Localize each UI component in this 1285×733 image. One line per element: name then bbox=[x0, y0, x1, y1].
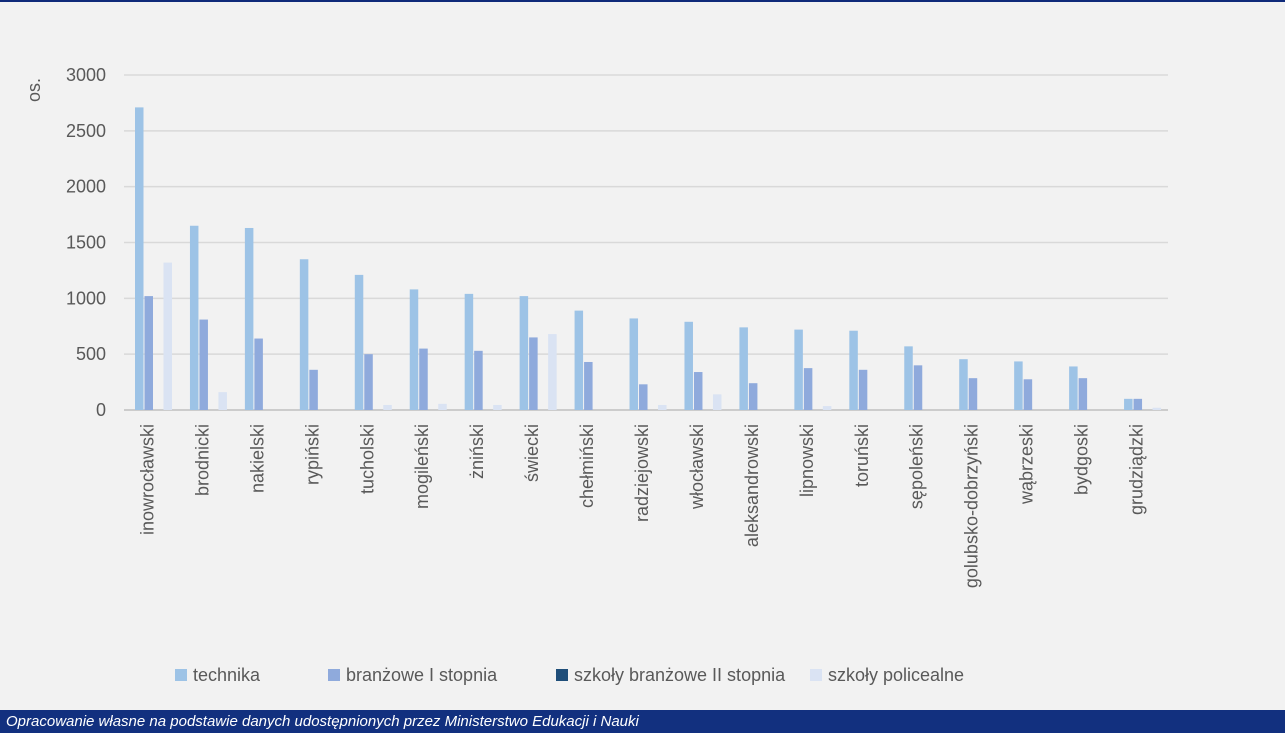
bar bbox=[639, 384, 648, 410]
y-tick-label: 3000 bbox=[66, 65, 106, 85]
bar bbox=[309, 369, 318, 410]
x-tick-label: włocławski bbox=[687, 424, 707, 510]
legend-swatch bbox=[556, 669, 568, 681]
bar-chart: 0 500 1000 1500 2000 2500 3000 os. inowrocławs… bbox=[24, 65, 1168, 685]
legend-swatch bbox=[328, 669, 340, 681]
x-tick-label: sępoleński bbox=[907, 424, 927, 509]
bar bbox=[803, 368, 813, 410]
bar bbox=[493, 404, 502, 410]
x-tick-label: brodnicki bbox=[192, 424, 212, 496]
legend-swatch bbox=[810, 669, 822, 681]
legend-swatch bbox=[175, 669, 187, 681]
bar bbox=[163, 262, 172, 410]
y-tick-label: 500 bbox=[76, 344, 106, 364]
x-tick-label: żniński bbox=[467, 424, 487, 479]
x-tick-label: lipnowski bbox=[797, 424, 817, 497]
x-tick-label: grudziądzki bbox=[1127, 424, 1147, 515]
bar bbox=[1023, 379, 1033, 410]
source-note: Opracowanie własne na podstawie danych u… bbox=[0, 710, 1285, 733]
x-tick-label: inowrocławski bbox=[137, 424, 157, 535]
bar bbox=[584, 361, 593, 410]
bar bbox=[968, 378, 978, 410]
legend-label: szkoły branżowe II stopnia bbox=[574, 665, 786, 685]
x-tick-label: nakielski bbox=[247, 424, 267, 493]
bar bbox=[1078, 378, 1088, 410]
bar bbox=[1069, 366, 1078, 410]
x-tick-label: wąbrzeski bbox=[1017, 424, 1037, 505]
bar bbox=[849, 330, 858, 410]
y-tick-label: 0 bbox=[96, 400, 106, 420]
bar bbox=[519, 296, 529, 410]
bar bbox=[739, 327, 748, 410]
x-tick-label: bydgoski bbox=[1072, 424, 1092, 495]
bar bbox=[658, 404, 667, 410]
bars bbox=[135, 107, 1162, 410]
y-tick-label: 2000 bbox=[66, 177, 106, 197]
y-axis-ticks: 0 500 1000 1500 2000 2500 3000 bbox=[66, 65, 106, 420]
bar bbox=[464, 293, 474, 410]
gridlines bbox=[124, 74, 1168, 411]
x-tick-label: mogileński bbox=[412, 424, 432, 509]
bar bbox=[244, 227, 254, 410]
bar bbox=[364, 354, 373, 410]
bar bbox=[1124, 398, 1133, 410]
x-tick-label: radziejowski bbox=[632, 424, 652, 522]
bar bbox=[684, 321, 693, 410]
x-tick-label: tucholski bbox=[357, 424, 377, 494]
legend-label: branżowe I stopnia bbox=[346, 665, 498, 685]
bar bbox=[1133, 398, 1143, 410]
bar bbox=[748, 383, 758, 410]
legend-label: technika bbox=[193, 665, 261, 685]
y-axis-label: os. bbox=[24, 78, 44, 102]
bar bbox=[904, 346, 913, 410]
bar bbox=[529, 337, 538, 410]
bar bbox=[693, 372, 703, 410]
bar bbox=[254, 338, 263, 410]
bar bbox=[354, 274, 364, 410]
bar bbox=[822, 406, 832, 410]
x-tick-label: golubsko-dobrzyński bbox=[962, 424, 982, 588]
bar bbox=[419, 348, 428, 410]
bar bbox=[858, 369, 868, 410]
bar bbox=[438, 403, 447, 410]
bar bbox=[409, 289, 419, 410]
bar bbox=[959, 359, 968, 410]
bar bbox=[913, 365, 923, 410]
y-tick-label: 1500 bbox=[66, 233, 106, 253]
x-tick-label: rypiński bbox=[302, 424, 322, 485]
x-tick-label: chełmiński bbox=[577, 424, 597, 508]
bar bbox=[189, 225, 199, 410]
legend: technika branżowe I stopnia szkoły branżow… bbox=[175, 665, 964, 685]
bar bbox=[474, 350, 483, 410]
x-tick-label: aleksandrowski bbox=[742, 424, 762, 547]
bar bbox=[794, 329, 803, 410]
bar bbox=[1014, 361, 1023, 410]
bar bbox=[712, 394, 722, 410]
bar bbox=[1152, 407, 1162, 410]
bar bbox=[299, 259, 309, 410]
bar bbox=[199, 319, 208, 410]
y-tick-label: 2500 bbox=[66, 121, 106, 141]
bar bbox=[135, 107, 144, 410]
y-tick-label: 1000 bbox=[66, 288, 106, 308]
bar bbox=[548, 334, 557, 410]
bar bbox=[574, 310, 584, 410]
x-axis-ticks: inowrocławski brodnicki nakielski rypiński t… bbox=[137, 424, 1146, 588]
x-tick-label: świecki bbox=[522, 424, 542, 482]
bar bbox=[218, 392, 227, 410]
x-tick-label: toruński bbox=[852, 424, 872, 487]
bar bbox=[144, 296, 153, 410]
top-rule bbox=[0, 0, 1285, 2]
legend-label: szkoły policealne bbox=[828, 665, 964, 685]
bar bbox=[629, 318, 639, 410]
bar bbox=[383, 404, 392, 410]
